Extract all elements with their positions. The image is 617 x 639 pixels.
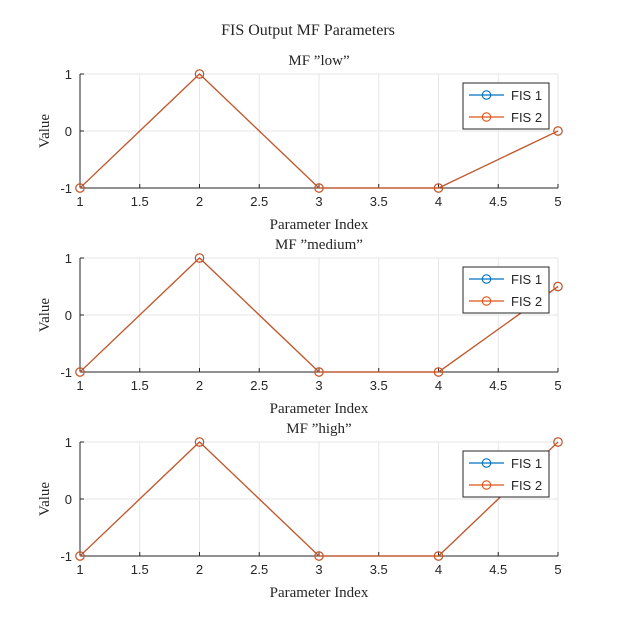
y-tick-label: 1 bbox=[65, 435, 72, 450]
x-axis-label: Parameter Index bbox=[270, 585, 369, 601]
x-tick-label: 4 bbox=[435, 194, 442, 209]
legend-marker bbox=[481, 458, 492, 468]
x-tick-label: 1 bbox=[76, 562, 83, 577]
subplot-2: 1 1.5 2 2.5 3 3.5 4 4.5 5 -1 0 1 MF ”medium” Paramete… bbox=[37, 237, 563, 417]
x-tick-label: 5 bbox=[554, 194, 561, 209]
data-point bbox=[433, 367, 444, 377]
x-tick-label: 1 bbox=[76, 378, 83, 393]
data-point bbox=[194, 253, 205, 263]
x-tick-label: 1.5 bbox=[131, 378, 149, 393]
x-tick-label: 3.5 bbox=[370, 194, 388, 209]
subplot-title: MF ”low” bbox=[288, 53, 349, 69]
x-tick-label: 4 bbox=[435, 562, 442, 577]
x-tick-label: 2 bbox=[196, 194, 203, 209]
x-tick-label: 3 bbox=[315, 378, 322, 393]
data-point bbox=[553, 437, 563, 447]
x-tick-label: 4.5 bbox=[489, 562, 507, 577]
y-tick-label: 1 bbox=[65, 251, 72, 266]
x-tick-label: 5 bbox=[554, 378, 561, 393]
x-tick-label: 1.5 bbox=[131, 562, 149, 577]
y-axis-label: Value bbox=[37, 114, 53, 148]
data-point bbox=[75, 367, 85, 377]
legend-marker bbox=[481, 90, 492, 100]
y-tick-label: 0 bbox=[65, 124, 72, 139]
y-tick-label: 1 bbox=[65, 67, 72, 82]
data-point bbox=[75, 551, 85, 561]
y-tick-label: 0 bbox=[65, 492, 72, 507]
x-tick-label: 2.5 bbox=[250, 378, 268, 393]
subplot-3: 1 1.5 2 2.5 3 3.5 4 4.5 5 -1 0 1 MF ”high” Parameter … bbox=[37, 421, 563, 601]
x-tick-label: 2.5 bbox=[250, 562, 268, 577]
x-tick-label: 2.5 bbox=[250, 194, 268, 209]
data-point bbox=[433, 183, 444, 193]
legend-entry: FIS 1 bbox=[511, 272, 542, 287]
data-point bbox=[314, 183, 324, 193]
data-point bbox=[194, 69, 205, 79]
figure-title: FIS Output MF Parameters bbox=[221, 22, 395, 39]
subplot-1: 1 1.5 2 2.5 3 3.5 4 4.5 5 -1 0 1 MF ”low” Parameter I… bbox=[37, 53, 563, 233]
series-line-2 bbox=[79, 73, 559, 189]
x-tick-label: 2 bbox=[196, 562, 203, 577]
legend-marker bbox=[481, 274, 492, 284]
x-tick-label: 3 bbox=[315, 194, 322, 209]
subplot-title: MF ”high” bbox=[286, 421, 351, 437]
x-tick-label: 4 bbox=[435, 378, 442, 393]
x-tick-label: 3.5 bbox=[370, 562, 388, 577]
x-tick-label: 1 bbox=[76, 194, 83, 209]
legend-entry: FIS 1 bbox=[511, 456, 542, 471]
legend-entry: FIS 2 bbox=[511, 478, 542, 493]
legend-entry: FIS 1 bbox=[511, 88, 542, 103]
legend-box bbox=[462, 266, 550, 314]
legend-entry: FIS 2 bbox=[511, 110, 542, 125]
x-axis-label: Parameter Index bbox=[270, 217, 369, 233]
y-tick-label: 0 bbox=[65, 308, 72, 323]
x-tick-label: 2 bbox=[196, 378, 203, 393]
y-tick-label: -1 bbox=[60, 181, 72, 196]
legend-box bbox=[462, 82, 550, 130]
x-tick-label: 4.5 bbox=[489, 378, 507, 393]
legend-marker bbox=[481, 112, 492, 122]
data-point bbox=[194, 437, 205, 447]
data-point bbox=[433, 551, 444, 561]
data-point bbox=[553, 126, 563, 136]
x-tick-label: 4.5 bbox=[489, 194, 507, 209]
series-line-2 bbox=[79, 441, 559, 557]
legend-marker bbox=[481, 296, 492, 306]
legend-box bbox=[462, 450, 550, 498]
data-point bbox=[314, 551, 324, 561]
series-line-2 bbox=[79, 257, 559, 373]
x-tick-label: 3.5 bbox=[370, 378, 388, 393]
x-tick-label: 3 bbox=[315, 562, 322, 577]
legend-marker bbox=[481, 480, 492, 490]
y-tick-label: -1 bbox=[60, 365, 72, 380]
y-axis-label: Value bbox=[37, 482, 53, 516]
x-axis-label: Parameter Index bbox=[270, 401, 369, 417]
x-tick-label: 5 bbox=[554, 562, 561, 577]
data-point bbox=[553, 281, 563, 292]
legend-entry: FIS 2 bbox=[511, 294, 542, 309]
data-point bbox=[75, 183, 85, 193]
y-axis-label: Value bbox=[37, 298, 53, 332]
x-tick-label: 1.5 bbox=[131, 194, 149, 209]
y-tick-label: -1 bbox=[60, 549, 72, 564]
data-point bbox=[314, 367, 324, 377]
subplot-title: MF ”medium” bbox=[275, 237, 363, 253]
